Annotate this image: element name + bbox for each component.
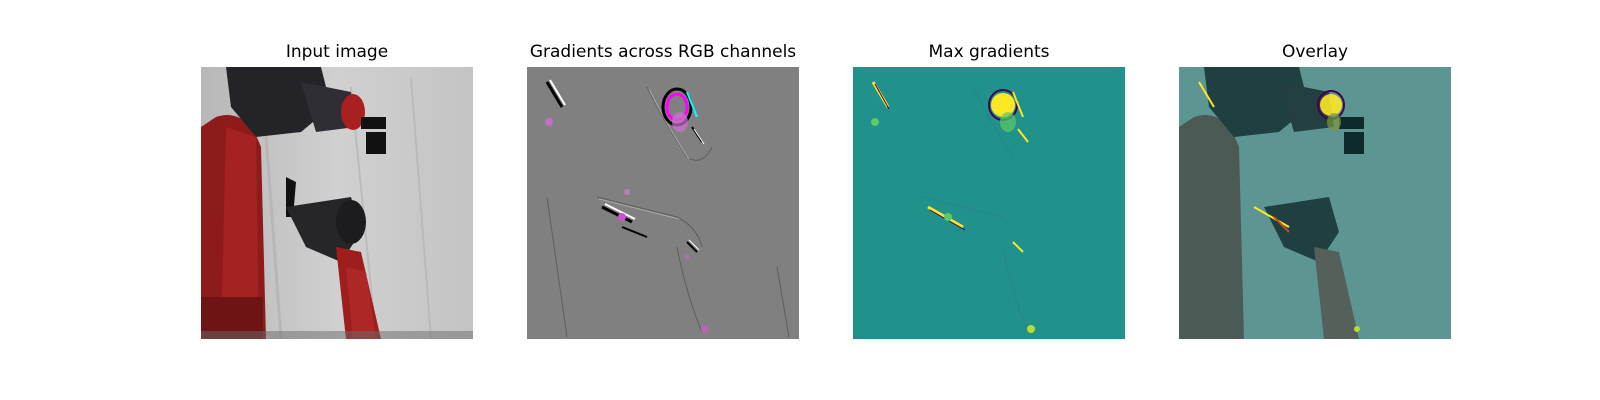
gradients-rgb-image <box>527 67 799 339</box>
panel-title-overlay: Overlay <box>1281 42 1349 62</box>
panel-title-gradients-rgb: Gradients across RGB channels <box>529 42 797 62</box>
input-image <box>201 67 473 339</box>
gradients-rgb-panel <box>527 67 799 339</box>
panel-title-input: Input image <box>285 42 389 62</box>
max-gradients-panel <box>853 67 1125 339</box>
panel-title-max-gradients: Max gradients <box>928 42 1050 62</box>
input-image-panel <box>201 67 473 339</box>
max-gradients-image <box>853 67 1125 339</box>
overlay-image <box>1179 67 1451 339</box>
overlay-panel <box>1179 67 1451 339</box>
